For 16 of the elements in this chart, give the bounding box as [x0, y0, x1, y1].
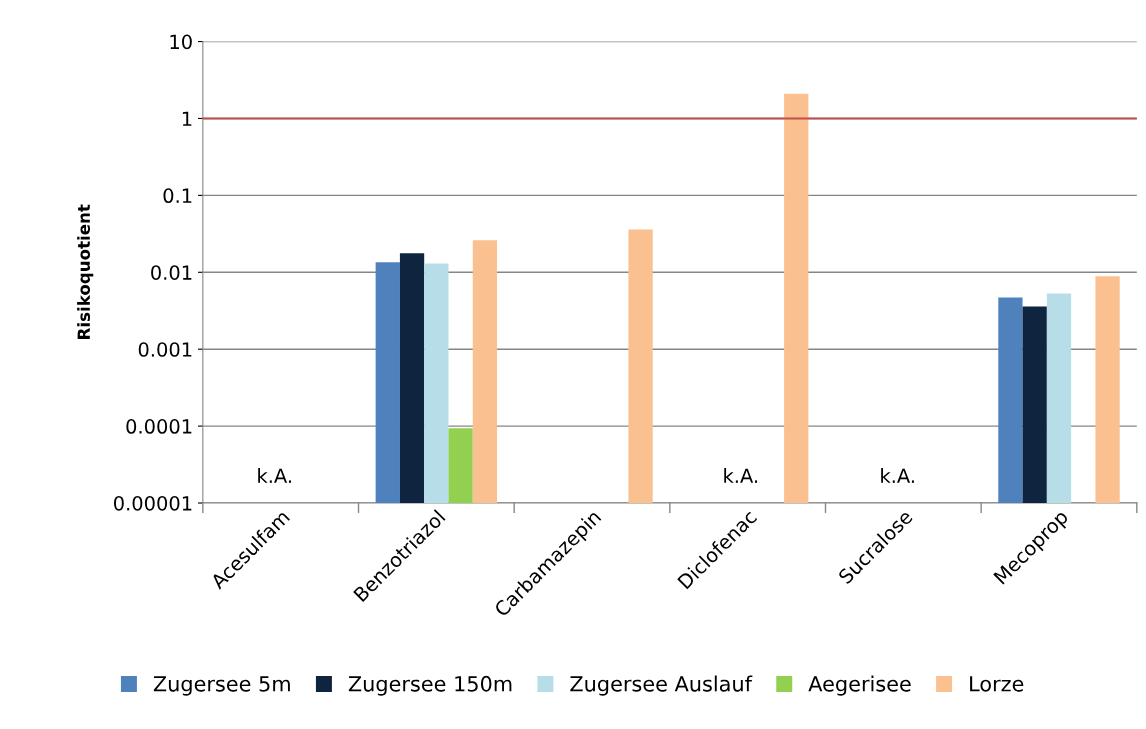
legend-label: Zugersee 150m — [348, 675, 512, 696]
y-tick-label: 0.001 — [138, 342, 192, 357]
legend-label: Lorze — [970, 676, 1024, 692]
y-tick-label: 1 — [182, 111, 192, 126]
annotation: k.A. — [724, 468, 758, 483]
legend-label: Aegerisee — [808, 675, 911, 696]
y-tick-label: 0.0001 — [126, 419, 192, 434]
annotation: k.A. — [881, 468, 914, 483]
y-tick-label: 0.1 — [163, 188, 192, 204]
y-tick-label: 10 — [170, 34, 192, 50]
y-tick-label: 0.01 — [151, 265, 192, 280]
y-tick-label: 0.00001 — [113, 495, 192, 511]
y-axis-title: Risikoquotient — [77, 204, 94, 339]
legend-label: Zugersee Auslauf — [570, 675, 753, 696]
legend-label: Zugersee 5m — [153, 676, 290, 696]
annotation: k.A. — [258, 468, 291, 483]
